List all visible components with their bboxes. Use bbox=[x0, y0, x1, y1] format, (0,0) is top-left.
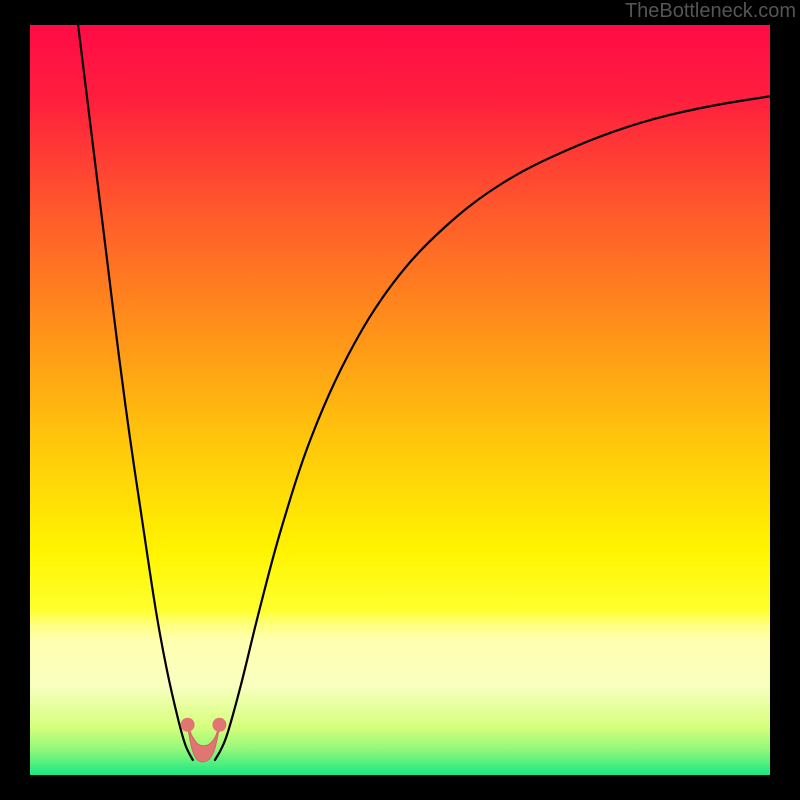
bottleneck-curve-chart bbox=[30, 25, 770, 775]
watermark-text: TheBottleneck.com bbox=[625, 0, 796, 23]
plot-frame bbox=[30, 25, 770, 775]
stage: TheBottleneck.com bbox=[0, 0, 800, 800]
valley-marker bbox=[181, 718, 195, 732]
chart-background bbox=[30, 25, 770, 775]
valley-marker bbox=[212, 718, 226, 732]
